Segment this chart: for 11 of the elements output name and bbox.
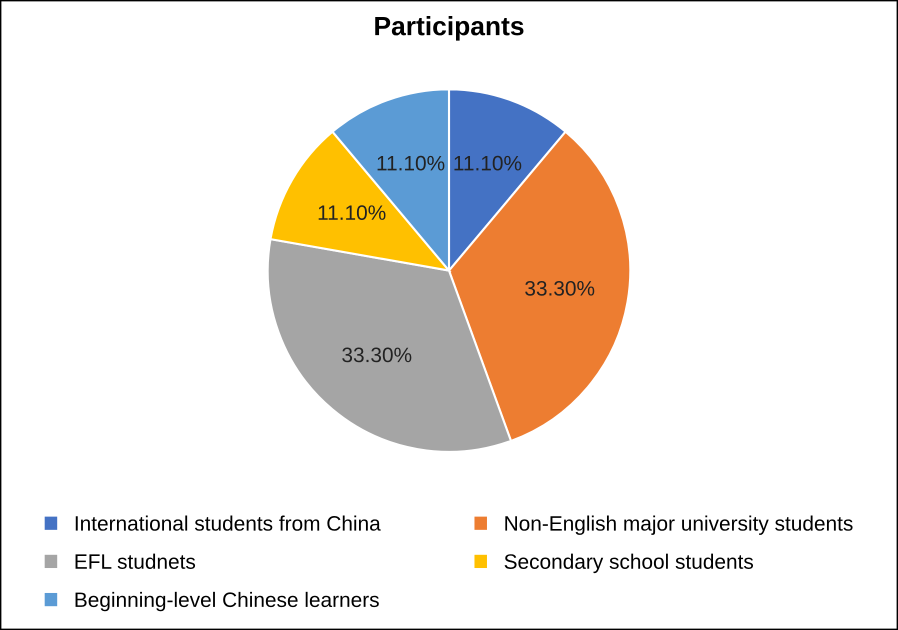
legend-label: EFL studnets <box>76 554 196 569</box>
legend-label: Non-English major university students <box>505 515 853 535</box>
legend-label: International students from China <box>76 515 381 531</box>
chart-title: Participants <box>375 16 524 41</box>
data-label: 11.10% <box>454 156 522 171</box>
data-label: 33.30% <box>342 348 412 362</box>
data-label: 33.30% <box>525 280 594 296</box>
data-label: 11.10% <box>378 156 444 171</box>
legend-label: Secondary school students <box>504 554 754 574</box>
data-label: 11.10% <box>318 205 386 220</box>
legend-label: Beginning-level Chinese learners <box>76 592 379 612</box>
